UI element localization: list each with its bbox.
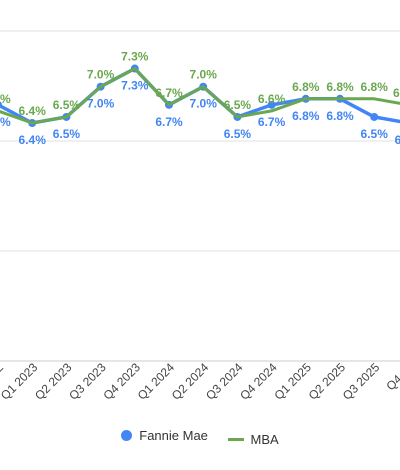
x-tick-label: Q1 2024	[135, 360, 178, 403]
legend-dot-icon	[121, 430, 133, 441]
legend-item-fannie-mae: Fannie Mae	[121, 428, 208, 443]
data-label-mba: 6.	[393, 86, 400, 100]
x-tick-label: Q2 2024	[169, 360, 212, 403]
data-label-fannie-mae: 6.5%	[361, 127, 389, 141]
x-tick-label: Q2 2023	[32, 360, 75, 403]
data-label-mba: 6.5%	[224, 98, 252, 112]
data-label-fannie-mae: 7.0%	[190, 97, 218, 111]
x-tick-label: Q1 2025	[271, 360, 314, 403]
x-tick-label: 2	[0, 360, 6, 375]
data-label-mba: 6.8%	[292, 80, 320, 94]
series-layer	[0, 64, 400, 127]
data-point-fannie-mae	[267, 100, 276, 109]
legend-label-fannie-mae: Fannie Mae	[139, 428, 208, 443]
data-label-mba: 6%	[0, 92, 11, 106]
x-tick-label: Q3 2023	[66, 360, 109, 403]
legend-item-mba: MBA	[227, 432, 279, 447]
x-tick-label: Q4 2023	[100, 360, 143, 403]
data-label-mba: 7.0%	[87, 68, 115, 82]
data-label-fannie-mae: 6.5%	[224, 127, 252, 141]
data-label-fannie-mae: 6.8%	[326, 109, 354, 123]
legend-line-icon	[227, 438, 244, 441]
legend-label-mba: MBA	[250, 432, 279, 447]
data-label-fannie-mae: 6.8%	[292, 109, 320, 123]
data-label-fannie-mae: 7.3%	[121, 79, 149, 93]
data-label-mba: 6.7%	[155, 86, 183, 100]
x-tick-label: Q4 2024	[237, 360, 280, 403]
data-point-fannie-mae	[370, 112, 379, 121]
x-tick-label: Q3 2024	[203, 360, 246, 403]
data-label-mba: 6.6%	[258, 92, 286, 106]
data-point-fannie-mae	[0, 101, 2, 109]
data-label-fannie-mae: 6.5%	[53, 127, 81, 141]
x-tick-label: Q2 2025	[306, 360, 349, 403]
data-label-mba: 6.8%	[326, 80, 354, 94]
x-tick-label: Q4 20	[383, 360, 400, 393]
data-label-mba: 6.5%	[53, 98, 81, 112]
data-label-fannie-mae: 7%	[0, 115, 11, 129]
gridlines	[0, 30, 400, 362]
data-label-fannie-mae: 6	[395, 133, 400, 147]
data-label-mba: 6.8%	[361, 80, 389, 94]
data-label-mba: 6.4%	[19, 104, 47, 118]
data-label-fannie-mae: 6.7%	[155, 115, 183, 129]
data-label-fannie-mae: 7.0%	[87, 97, 115, 111]
data-labels: 6%6.4%6.5%7.0%7.3%6.7%7.0%6.5%6.6%6.8%6.…	[0, 50, 400, 147]
series-line-mba	[0, 67, 400, 125]
data-label-fannie-mae: 6.4%	[19, 133, 47, 147]
data-label-fannie-mae: 6.7%	[258, 115, 286, 129]
data-label-mba: 7.3%	[121, 50, 149, 64]
data-label-mba: 7.0%	[190, 68, 218, 82]
x-tick-label: Q3 2025	[340, 360, 383, 403]
legend: Fannie Mae MBA	[0, 428, 400, 447]
